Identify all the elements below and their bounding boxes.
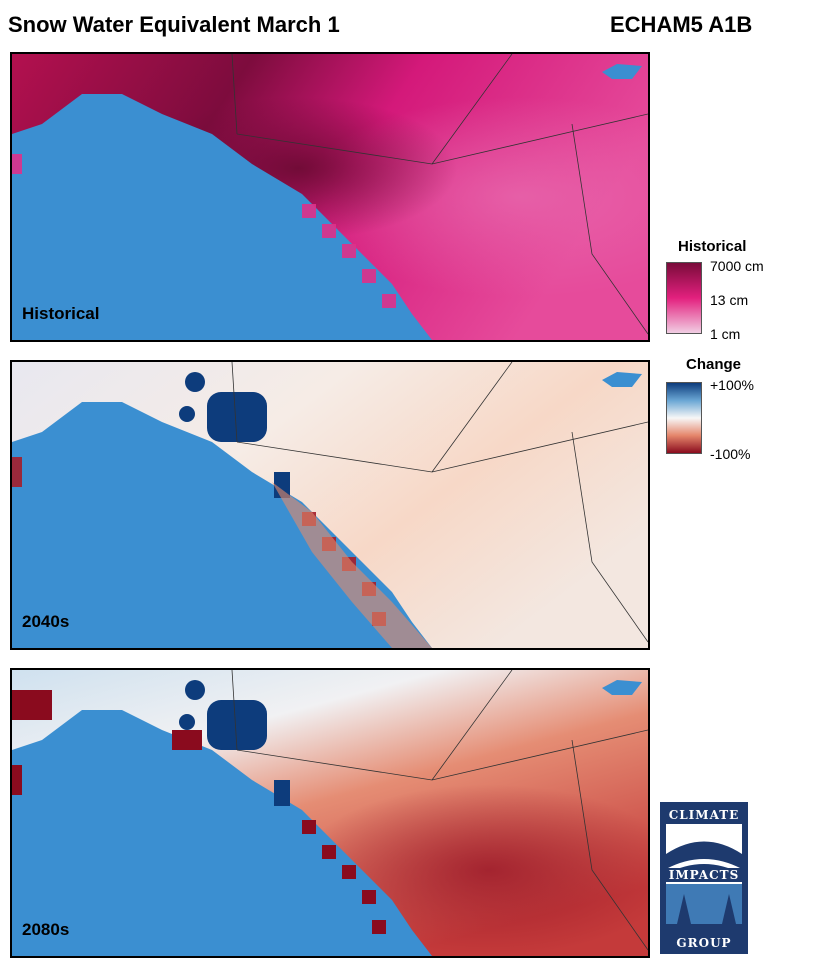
map-panel-historical: Historical: [10, 52, 650, 342]
logo-text-middle: IMPACTS: [662, 868, 746, 882]
panel-label-2080s: 2080s: [22, 920, 70, 939]
legend-tick-13: 13 cm: [710, 292, 749, 308]
change-map-2040s: [12, 362, 648, 648]
historical-map: [12, 54, 648, 340]
map-panel-2080s: 2080s: [10, 668, 650, 958]
legend-tick-plus100: +100%: [710, 377, 754, 393]
legend-tick-1: 1 cm: [710, 326, 741, 342]
legend-title-historical: Historical: [678, 238, 747, 255]
logo-text-top: CLIMATE: [668, 808, 740, 822]
legend-bar-historical: [666, 262, 702, 334]
panel-label-historical: Historical: [22, 304, 100, 323]
climate-impacts-group-logo: CLIMATE IMPACTS GROUP: [660, 802, 748, 954]
legend-tick-minus100: -100%: [710, 446, 751, 462]
legend-title-change: Change: [686, 356, 742, 373]
change-map-2080s: [12, 670, 648, 956]
legend-bar-change: [666, 382, 702, 454]
model-label: ECHAM5 A1B: [610, 12, 753, 37]
map-title: Snow Water Equivalent March 1: [8, 12, 340, 37]
ocean: [12, 94, 432, 340]
panel-label-2040s: 2040s: [22, 612, 70, 631]
legend-tick-7000: 7000 cm: [710, 258, 764, 274]
border-lines: [231, 54, 648, 335]
logo-text-bottom: GROUP: [676, 936, 732, 950]
map-panel-2040s: 2040s: [10, 360, 650, 650]
